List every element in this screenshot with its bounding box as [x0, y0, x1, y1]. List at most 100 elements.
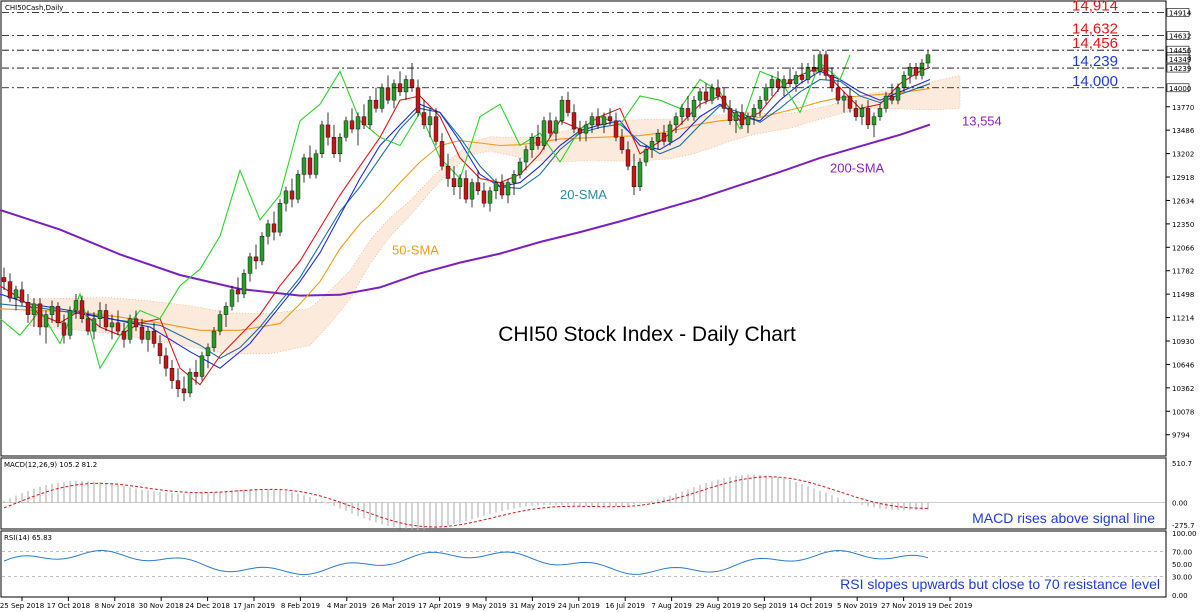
candle-body [199, 355, 205, 377]
candle-body [637, 161, 643, 187]
candle-body [865, 108, 871, 126]
candle-body [271, 223, 277, 233]
candle-body [343, 120, 349, 138]
candle-body [517, 161, 523, 175]
candle-body [883, 95, 889, 109]
candle-body [115, 322, 121, 332]
candle-body [427, 116, 433, 126]
candle-body [715, 87, 721, 97]
candle-body [643, 149, 649, 163]
macd-tick-1: 0.00 [1172, 500, 1188, 508]
rsi-tick-3: 30.00 [1172, 573, 1192, 581]
candle-body [421, 112, 427, 126]
price-flag-4: 14349 [1169, 56, 1191, 64]
candle-body [265, 223, 271, 237]
candle-body [409, 79, 415, 88]
candle-body [583, 124, 589, 134]
candle-body [619, 137, 625, 150]
rsi-tick-1: 70.00 [1172, 549, 1192, 557]
candle-body [475, 182, 481, 192]
x-tick-label-3: 30 Nov 2018 [139, 602, 184, 610]
candle-body [553, 120, 559, 134]
x-tick-label-8: 26 Mar 2019 [371, 602, 415, 610]
candle-body [541, 120, 547, 146]
candlesticks [1, 50, 931, 402]
rsi-line [3, 549, 929, 576]
candle-body [277, 203, 283, 233]
candle-body [853, 108, 859, 117]
candle-body [283, 190, 289, 204]
price-flags: 14914146321445614378143491423914000 [1166, 8, 1192, 93]
candle-body [901, 75, 907, 88]
candle-body [217, 314, 223, 332]
x-tick-label-18: 5 Nov 2019 [837, 602, 877, 610]
candle-body [433, 116, 439, 142]
rsi-tick-2: 50.00 [1172, 561, 1192, 569]
candle-body [325, 124, 331, 138]
x-tick-label-2: 8 Nov 2018 [95, 602, 135, 610]
candle-body [127, 318, 133, 340]
candle-body [661, 132, 667, 142]
candle-body [175, 380, 181, 390]
candle-body [259, 236, 265, 262]
candle-body [469, 182, 475, 200]
candle-body [73, 300, 79, 311]
price-flag-2: 14456 [1169, 47, 1192, 55]
series-200-sma [0, 123, 931, 297]
ichimoku-cloud [29, 75, 961, 355]
candle-body [169, 368, 175, 381]
candle-body [187, 372, 193, 394]
price-flag-6: 14000 [1169, 85, 1191, 93]
x-tick-label-6: 8 Feb 2019 [281, 602, 320, 610]
x-tick-label-16: 20 Sep 2019 [742, 602, 786, 610]
candle-body [589, 116, 595, 126]
time-axis: 25 Sep 2018 17 Oct 2018 8 Nov 2018 30 Nov 2… [0, 597, 972, 610]
y-tick-label-4: 10930 [1172, 338, 1194, 346]
candle-body [223, 306, 229, 315]
candle-body [739, 112, 745, 126]
candle-body [193, 372, 199, 377]
candle-body [487, 190, 493, 204]
candle-body [361, 116, 367, 126]
x-tick-label-19: 27 Nov 2019 [881, 602, 926, 610]
level-label-1: 14,632 [1072, 21, 1118, 38]
candle-body [415, 87, 421, 113]
candle-body [103, 310, 109, 328]
candle-body [493, 182, 499, 192]
candle-body [559, 99, 565, 121]
price-flag-box [1166, 83, 1190, 93]
candle-body [289, 190, 295, 200]
level-label-0: 14,914 [1072, 0, 1118, 14]
rsi-tick-0: 100.00 [1172, 530, 1197, 538]
x-tick-label-0: 25 Sep 2018 [0, 602, 44, 610]
x-tick-label-17: 14 Oct 2019 [789, 602, 832, 610]
annotation-2: 200-SMA [830, 161, 885, 176]
candle-body [61, 322, 67, 336]
candle-body [577, 128, 583, 134]
chart-annotations: 20-SMA 50-SMA 200-SMA 13,554 [392, 114, 1002, 258]
candle-body [37, 303, 43, 328]
candle-body [157, 343, 163, 357]
candle-body [391, 83, 397, 101]
candle-body [31, 303, 37, 315]
x-tick-label-9: 17 Apr 2019 [418, 602, 461, 610]
price-flag-box [1166, 63, 1190, 73]
candle-body [481, 190, 487, 204]
candle-body [319, 124, 325, 154]
candle-body [1, 277, 7, 282]
candle-body [463, 178, 469, 200]
candle-body [367, 99, 373, 126]
macd-annotation: MACD rises above signal line [972, 510, 1155, 526]
candle-body [841, 95, 847, 101]
annotation-1: 50-SMA [392, 242, 439, 257]
rsi-tick-4: 0.00 [1172, 592, 1188, 600]
y-tick-label-1: 10078 [1172, 408, 1194, 416]
y-tick-label-0: 9794 [1172, 432, 1190, 440]
main-panel [0, 0, 1167, 457]
candle-body [733, 112, 739, 121]
candle-body [547, 120, 553, 134]
candle-body [43, 314, 49, 328]
candle-body [757, 99, 763, 109]
candle-body [679, 108, 685, 117]
